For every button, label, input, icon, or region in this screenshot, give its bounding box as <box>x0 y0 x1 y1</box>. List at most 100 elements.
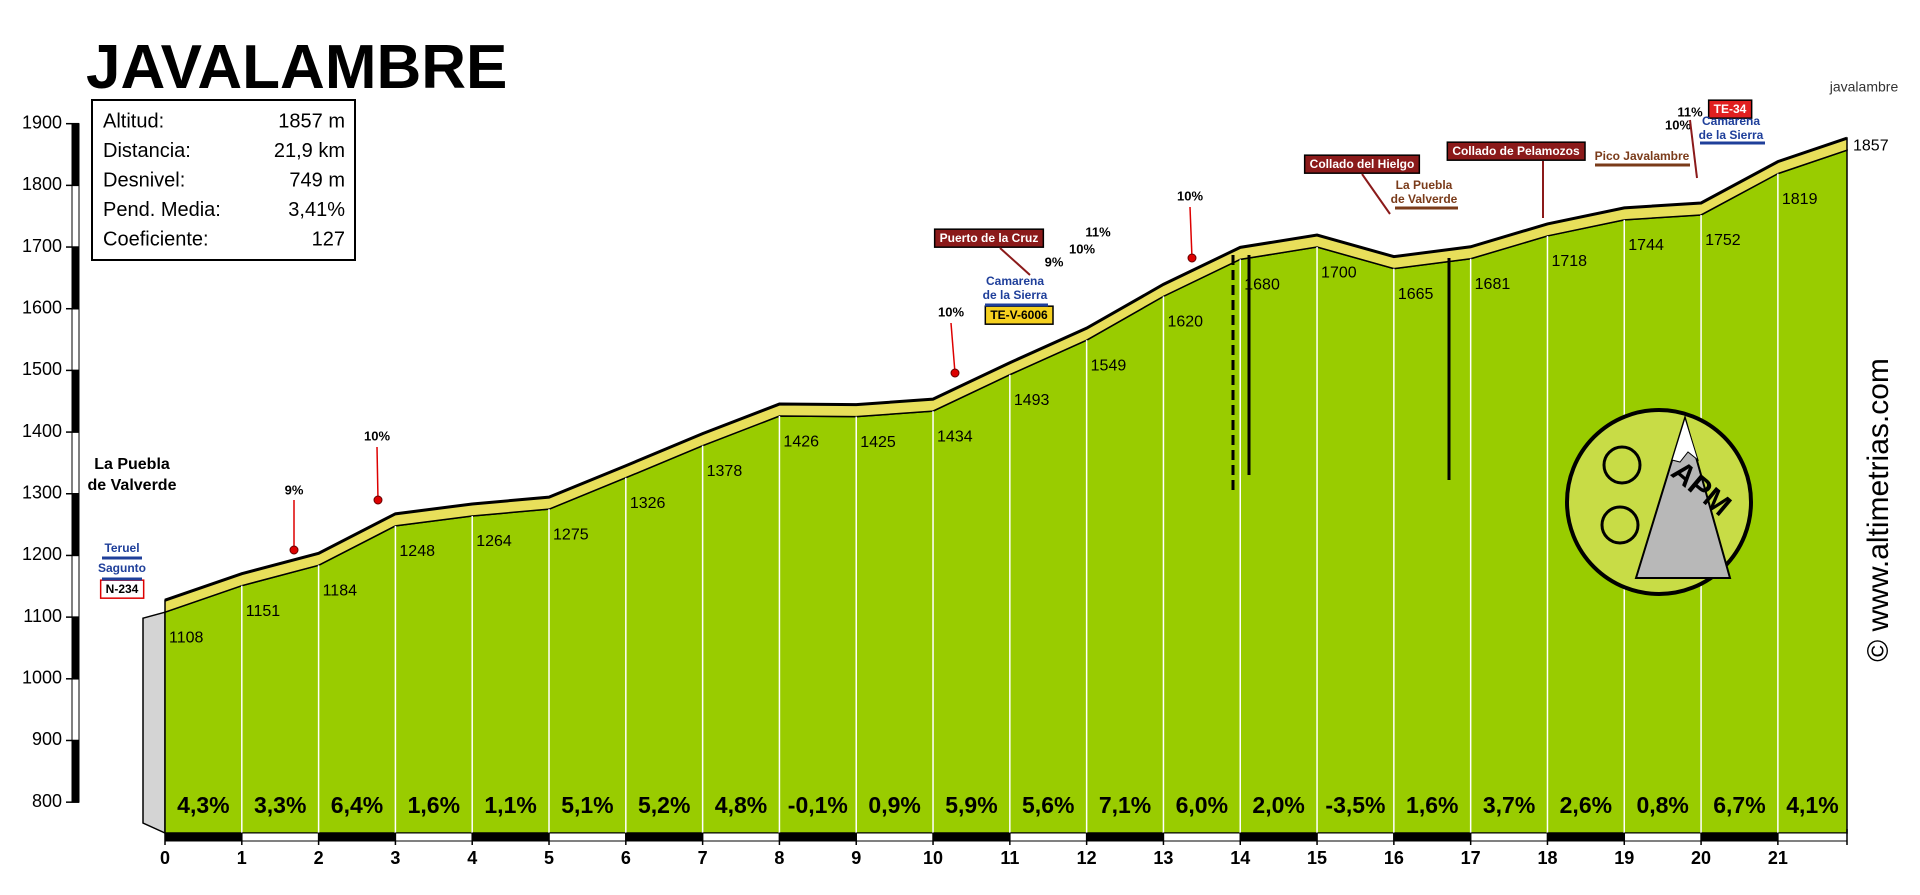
annotation: TE-V-6006 <box>990 308 1048 322</box>
y-tick-label: 1200 <box>22 544 62 564</box>
elevation-label: 1275 <box>553 526 589 543</box>
pin-dot <box>373 495 383 505</box>
stat-value: 3,41% <box>288 199 345 221</box>
stats-box <box>91 99 356 261</box>
gradient-label: 2,6% <box>1560 792 1612 818</box>
logo-mountain <box>1634 414 1732 579</box>
gradient-label: 4,1% <box>1786 792 1838 818</box>
y-tick-label: 1600 <box>22 297 62 317</box>
annotation: de Valverde <box>1391 192 1458 206</box>
x-tick-label: 11 <box>1000 848 1019 868</box>
stat-value: 21,9 km <box>274 140 345 162</box>
logo-wheel <box>1602 445 1642 485</box>
elevation-label: 1700 <box>1321 264 1357 281</box>
x-axis-block <box>1393 832 1472 842</box>
annotation: 10% <box>938 304 964 319</box>
y-axis-block <box>71 493 80 556</box>
stat-label: Coeficiente: <box>103 228 209 250</box>
gradient-label: 0,8% <box>1636 792 1688 818</box>
pointer <box>999 247 1031 276</box>
annotation: Collado del Hielgo <box>1310 157 1415 171</box>
gradient-label: 4,8% <box>715 792 767 818</box>
x-tick-label: 18 <box>1537 848 1557 868</box>
stat-value: 1857 m <box>278 110 345 132</box>
x-axis-block <box>1623 832 1702 842</box>
y-tick-label: 1300 <box>22 483 62 503</box>
x-tick-label: 2 <box>314 848 324 868</box>
gradient-label: 0,9% <box>868 792 920 818</box>
elevation-label: 1493 <box>1014 392 1050 409</box>
pin-dot <box>950 368 960 378</box>
annotation-box <box>1303 154 1421 174</box>
x-tick-label: 20 <box>1691 848 1711 868</box>
elevation-label: 1819 <box>1782 191 1818 208</box>
pin <box>1189 206 1193 259</box>
x-axis-block <box>625 832 704 842</box>
annotation: Camarena <box>986 274 1044 288</box>
annotation: 9% <box>285 482 304 497</box>
y-tick-label: 1100 <box>23 606 62 626</box>
elevation-label: 1620 <box>1167 314 1203 331</box>
annotation: 11% <box>1677 104 1703 119</box>
gradient-label: 4,3% <box>177 792 229 818</box>
x-axis-block <box>1777 832 1848 842</box>
gradient-label: 1,1% <box>484 792 536 818</box>
pointer <box>1361 173 1391 215</box>
y-axis-block <box>71 678 80 741</box>
annotation: de la Sierra <box>1699 128 1764 142</box>
elevation-label: 1665 <box>1398 286 1434 303</box>
elevation-label: 1264 <box>476 533 512 550</box>
x-axis-block <box>1700 832 1779 842</box>
x-axis-block <box>548 832 627 842</box>
gradient-label: 6,4% <box>331 792 383 818</box>
stat-label: Desnivel: <box>103 169 185 191</box>
gradient-label: 5,9% <box>945 792 997 818</box>
annotation: 10% <box>1177 188 1203 203</box>
x-tick-label: 5 <box>544 848 554 868</box>
annotation: Camarena <box>1702 114 1760 128</box>
elevation-label: 1425 <box>860 434 896 451</box>
annotation: de la Sierra <box>983 288 1048 302</box>
y-axis-block <box>71 554 80 618</box>
x-axis-block <box>1086 832 1164 842</box>
elevation-label: 1549 <box>1091 357 1127 374</box>
gradient-label: 6,7% <box>1713 792 1765 818</box>
annotation: 10% <box>1665 117 1691 132</box>
elevation-label: 1426 <box>783 433 819 450</box>
stat-value: 127 <box>312 228 345 250</box>
annotation: Pico Javalambre <box>1595 149 1690 163</box>
elevation-label: 1184 <box>323 583 358 600</box>
x-tick-label: 9 <box>851 848 861 868</box>
elevation-label: 1326 <box>630 495 666 512</box>
stat-value: 749 m <box>289 169 345 191</box>
x-tick-label: 16 <box>1384 848 1404 868</box>
chart-title: JAVALAMBRE <box>86 33 507 102</box>
x-tick-label: 19 <box>1614 848 1634 868</box>
x-axis-block <box>318 832 396 842</box>
annotation: N-234 <box>106 582 139 596</box>
x-axis-block <box>394 832 473 842</box>
annotation: TE-34 <box>1714 102 1747 116</box>
y-axis-block <box>71 308 80 371</box>
pin <box>950 322 956 374</box>
x-tick-label: 1 <box>237 848 247 868</box>
annotation: Teruel <box>104 541 139 555</box>
y-axis-block <box>71 369 80 433</box>
annotation: Collado de Pelamozos <box>1452 144 1580 158</box>
annotation: 11% <box>1085 224 1111 239</box>
pin <box>376 446 379 501</box>
y-tick-label: 1800 <box>22 174 62 194</box>
x-axis-block <box>241 832 320 842</box>
gradient-label: 5,2% <box>638 792 690 818</box>
y-tick-label: 1500 <box>22 359 62 379</box>
elevation-label: 1434 <box>937 428 973 445</box>
x-tick-label: 21 <box>1768 848 1788 868</box>
profile-side <box>142 611 166 835</box>
y-tick-label: 1400 <box>22 421 62 441</box>
logo-snow <box>1671 416 1699 463</box>
gradient-label: 3,3% <box>254 792 306 818</box>
gradient-label: 3,7% <box>1483 792 1535 818</box>
x-axis-block <box>1546 832 1625 842</box>
y-tick-label: 1700 <box>22 236 62 256</box>
